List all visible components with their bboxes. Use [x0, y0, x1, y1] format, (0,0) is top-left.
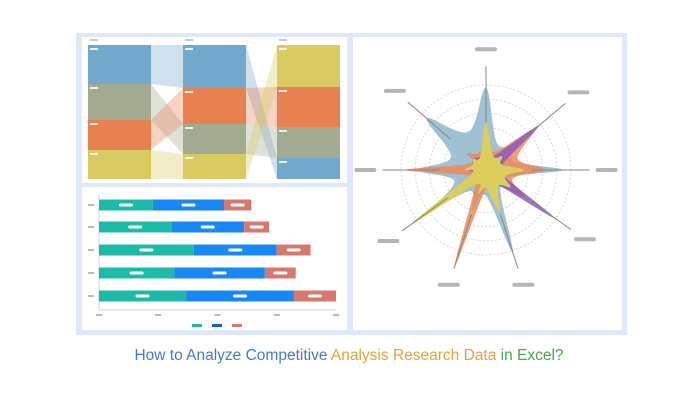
sankey-node-label — [279, 130, 287, 132]
sankey-node — [183, 124, 246, 154]
sankey-node-label — [185, 48, 193, 50]
radar-axis-line — [521, 102, 566, 141]
sankey-node — [88, 150, 151, 179]
sankey-link — [246, 87, 277, 127]
radar-series-area — [405, 128, 546, 268]
caption-part-3: in Excel? — [496, 347, 564, 364]
bar-segment-label — [129, 271, 144, 275]
radar-axis-label — [567, 90, 590, 95]
sankey-column-label — [185, 39, 193, 41]
radar-axis-label — [475, 47, 497, 52]
legend-swatch — [192, 324, 202, 327]
radar-axis-line — [453, 214, 473, 269]
sankey-node-label — [279, 48, 287, 50]
sankey-link — [246, 45, 277, 179]
legend-swatch — [232, 324, 242, 327]
chart-collage-frame — [76, 33, 627, 335]
bar-segment-label — [230, 203, 245, 207]
radar-axis-label — [383, 88, 406, 93]
sankey-node-label — [279, 90, 287, 92]
radar-axis-label — [437, 282, 460, 287]
sankey-link — [151, 150, 183, 179]
sankey-node — [183, 88, 246, 124]
radar-axis-line — [407, 101, 452, 140]
sankey-node — [277, 45, 340, 87]
bar-segment-label — [233, 294, 248, 298]
radar-chart-panel — [353, 37, 622, 330]
bar-segment-label — [118, 203, 133, 207]
bar-segment-label — [200, 225, 215, 229]
x-tick-label — [333, 314, 339, 316]
radar-axis-label — [354, 168, 377, 172]
radar-axis-label — [377, 238, 400, 243]
radar-axis-line — [524, 196, 572, 230]
y-tick-label — [88, 249, 94, 251]
stacked-bar-chart — [88, 195, 339, 327]
bar-segment-label — [286, 248, 301, 252]
radar-axis-label — [595, 168, 618, 172]
bar-segment-label — [212, 271, 227, 275]
x-tick-label — [273, 314, 280, 316]
y-tick-label — [88, 295, 94, 297]
sankey-node-label — [185, 127, 193, 129]
bar-segment-label — [139, 248, 154, 252]
legend-swatch — [212, 324, 222, 327]
sankey-node-label — [90, 87, 98, 89]
sankey-node — [277, 87, 340, 127]
sankey-node — [183, 154, 246, 179]
radar-axis-line — [499, 214, 519, 269]
x-tick-label — [96, 314, 102, 316]
sankey-chart — [88, 39, 340, 179]
sankey-node-label — [185, 157, 193, 159]
sankey-link — [151, 88, 183, 150]
x-tick-label — [214, 314, 221, 316]
y-tick-label — [88, 272, 94, 274]
sankey-column-label — [279, 39, 287, 41]
page-caption: How to Analyze Competitive Analysis Rese… — [0, 347, 698, 365]
sankey-node — [277, 127, 340, 158]
bar-segment-label — [181, 203, 196, 207]
sankey-node — [183, 45, 246, 88]
sankey-node — [277, 158, 340, 179]
sankey-node-label — [279, 161, 287, 163]
sankey-link — [246, 124, 277, 158]
bar-segment-label — [307, 294, 322, 298]
bar-segment-label — [249, 225, 264, 229]
caption-part-1: How to Analyze Competitive — [134, 347, 331, 364]
y-tick-label — [88, 204, 94, 206]
sankey-node-label — [90, 153, 98, 155]
radar-axis-label — [512, 282, 535, 287]
sankey-node-label — [90, 48, 98, 50]
sankey-link — [246, 45, 277, 179]
radar-chart — [354, 47, 618, 287]
bar-segment-label — [135, 294, 150, 298]
sankey-node-label — [90, 123, 98, 125]
sankey-column-label — [90, 39, 98, 41]
bar-segment-label — [273, 271, 288, 275]
bar-segment-label — [128, 225, 143, 229]
radar-axis-label — [573, 237, 596, 242]
sankey-link — [151, 45, 183, 88]
sankey-node — [88, 84, 151, 120]
sankey-node — [88, 45, 151, 84]
caption-part-2: Analysis Research Data — [330, 347, 497, 364]
sankey-link — [151, 84, 183, 154]
sankey-node-label — [185, 91, 193, 93]
stacked-bar-chart-panel — [82, 187, 347, 330]
y-tick-label — [88, 226, 94, 228]
radar-axis-line — [401, 197, 449, 232]
bar-segment-label — [228, 248, 243, 252]
x-tick-label — [155, 314, 162, 316]
radar-series-area — [411, 120, 525, 225]
sankey-chart-panel — [82, 37, 347, 183]
sankey-node — [88, 120, 151, 150]
